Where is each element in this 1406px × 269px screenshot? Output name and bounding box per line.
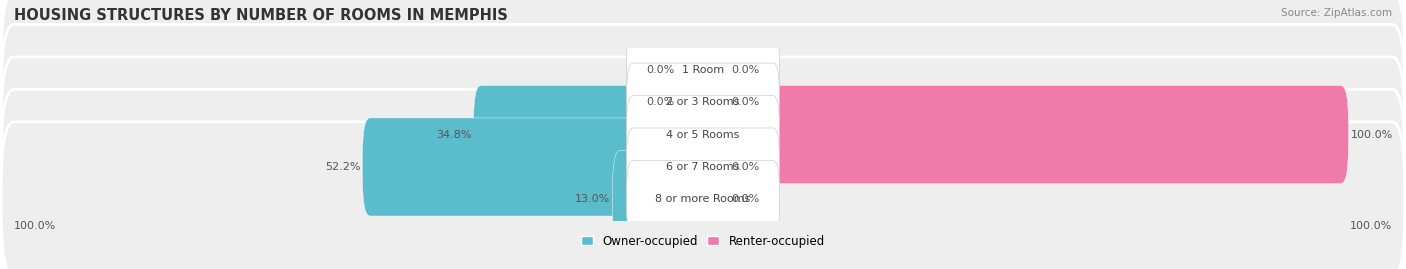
Text: 0.0%: 0.0% — [731, 97, 761, 107]
FancyBboxPatch shape — [363, 118, 710, 216]
Text: 1 Room: 1 Room — [682, 65, 724, 75]
FancyBboxPatch shape — [676, 53, 710, 151]
Text: 0.0%: 0.0% — [731, 162, 761, 172]
Text: 0.0%: 0.0% — [645, 65, 675, 75]
FancyBboxPatch shape — [696, 86, 1348, 183]
FancyBboxPatch shape — [1, 24, 1405, 180]
Text: 52.2%: 52.2% — [325, 162, 360, 172]
Text: 4 or 5 Rooms: 4 or 5 Rooms — [666, 129, 740, 140]
Text: 2 or 3 Rooms: 2 or 3 Rooms — [666, 97, 740, 107]
FancyBboxPatch shape — [1, 122, 1405, 269]
Text: 0.0%: 0.0% — [731, 194, 761, 204]
Text: 100.0%: 100.0% — [1350, 221, 1392, 231]
Text: 13.0%: 13.0% — [575, 194, 610, 204]
FancyBboxPatch shape — [1, 89, 1405, 245]
Text: 0.0%: 0.0% — [645, 97, 675, 107]
Text: Source: ZipAtlas.com: Source: ZipAtlas.com — [1281, 8, 1392, 18]
FancyBboxPatch shape — [627, 95, 779, 174]
FancyBboxPatch shape — [696, 53, 730, 151]
Text: 0.0%: 0.0% — [731, 65, 761, 75]
Legend: Owner-occupied, Renter-occupied: Owner-occupied, Renter-occupied — [576, 230, 830, 253]
Text: 6 or 7 Rooms: 6 or 7 Rooms — [666, 162, 740, 172]
Text: 100.0%: 100.0% — [1351, 129, 1393, 140]
FancyBboxPatch shape — [627, 63, 779, 141]
Text: 100.0%: 100.0% — [14, 221, 56, 231]
FancyBboxPatch shape — [1, 57, 1405, 212]
Text: 8 or more Rooms: 8 or more Rooms — [655, 194, 751, 204]
Text: HOUSING STRUCTURES BY NUMBER OF ROOMS IN MEMPHIS: HOUSING STRUCTURES BY NUMBER OF ROOMS IN… — [14, 8, 508, 23]
FancyBboxPatch shape — [613, 150, 710, 249]
FancyBboxPatch shape — [696, 20, 730, 119]
FancyBboxPatch shape — [474, 86, 710, 183]
FancyBboxPatch shape — [676, 20, 710, 119]
Text: 34.8%: 34.8% — [436, 129, 471, 140]
FancyBboxPatch shape — [627, 31, 779, 108]
FancyBboxPatch shape — [627, 128, 779, 206]
FancyBboxPatch shape — [696, 118, 730, 216]
FancyBboxPatch shape — [627, 161, 779, 238]
FancyBboxPatch shape — [696, 150, 730, 249]
FancyBboxPatch shape — [1, 0, 1405, 147]
